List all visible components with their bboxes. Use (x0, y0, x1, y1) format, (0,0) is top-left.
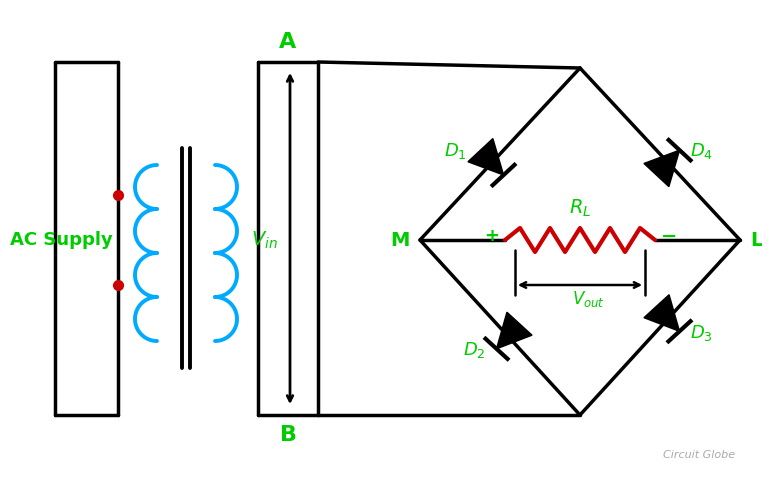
Polygon shape (468, 138, 504, 175)
Text: AC Supply: AC Supply (10, 231, 113, 249)
Text: M: M (391, 230, 410, 250)
Text: $D_1$: $D_1$ (444, 141, 467, 160)
Text: $D_2$: $D_2$ (463, 340, 486, 360)
Text: −: − (661, 227, 677, 246)
Text: $R_L$: $R_L$ (569, 197, 591, 218)
Polygon shape (644, 295, 680, 331)
Text: B: B (280, 425, 296, 445)
Text: +: + (484, 227, 499, 245)
Text: $V_{out}$: $V_{out}$ (572, 289, 604, 309)
Text: Circuit Globe: Circuit Globe (663, 450, 735, 460)
Text: $D_4$: $D_4$ (690, 141, 713, 160)
Text: $D_3$: $D_3$ (690, 323, 712, 343)
Text: A: A (280, 32, 296, 52)
Polygon shape (644, 150, 680, 187)
Text: $V_{in}$: $V_{in}$ (251, 229, 278, 251)
Polygon shape (497, 312, 532, 349)
Text: L: L (750, 230, 762, 250)
